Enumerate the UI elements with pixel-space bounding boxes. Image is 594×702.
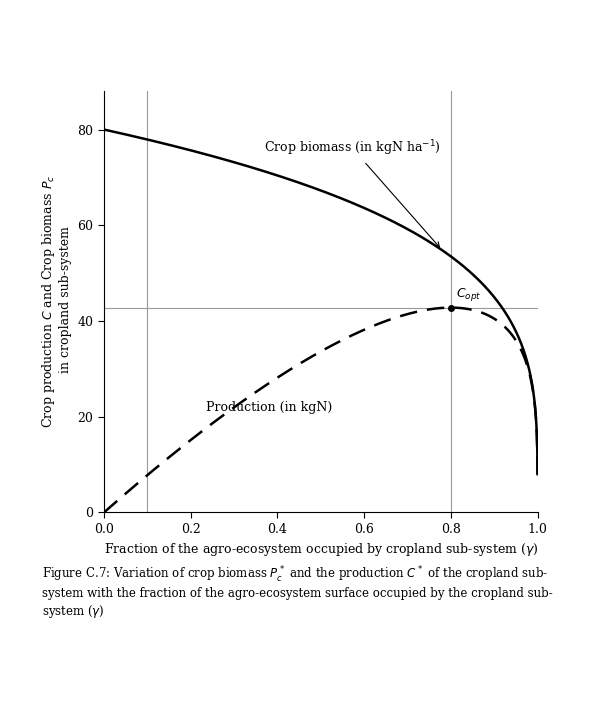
- Text: Figure C.7: Variation of crop biomass $P_c^*$ and the production $C^*$ of the cr: Figure C.7: Variation of crop biomass $P…: [42, 565, 552, 620]
- Y-axis label: Crop production $C$ and Crop biomass $P_c$
 in cropland sub-system: Crop production $C$ and Crop biomass $P_…: [40, 176, 72, 428]
- Text: Crop biomass (in kgN ha$^{-1}$): Crop biomass (in kgN ha$^{-1}$): [264, 139, 441, 247]
- X-axis label: Fraction of the agro-ecosystem occupied by cropland sub-system ($\gamma$): Fraction of the agro-ecosystem occupied …: [103, 541, 538, 558]
- Text: Production (in kgN): Production (in kgN): [206, 401, 332, 413]
- Text: $C_{opt}$: $C_{opt}$: [456, 286, 482, 303]
